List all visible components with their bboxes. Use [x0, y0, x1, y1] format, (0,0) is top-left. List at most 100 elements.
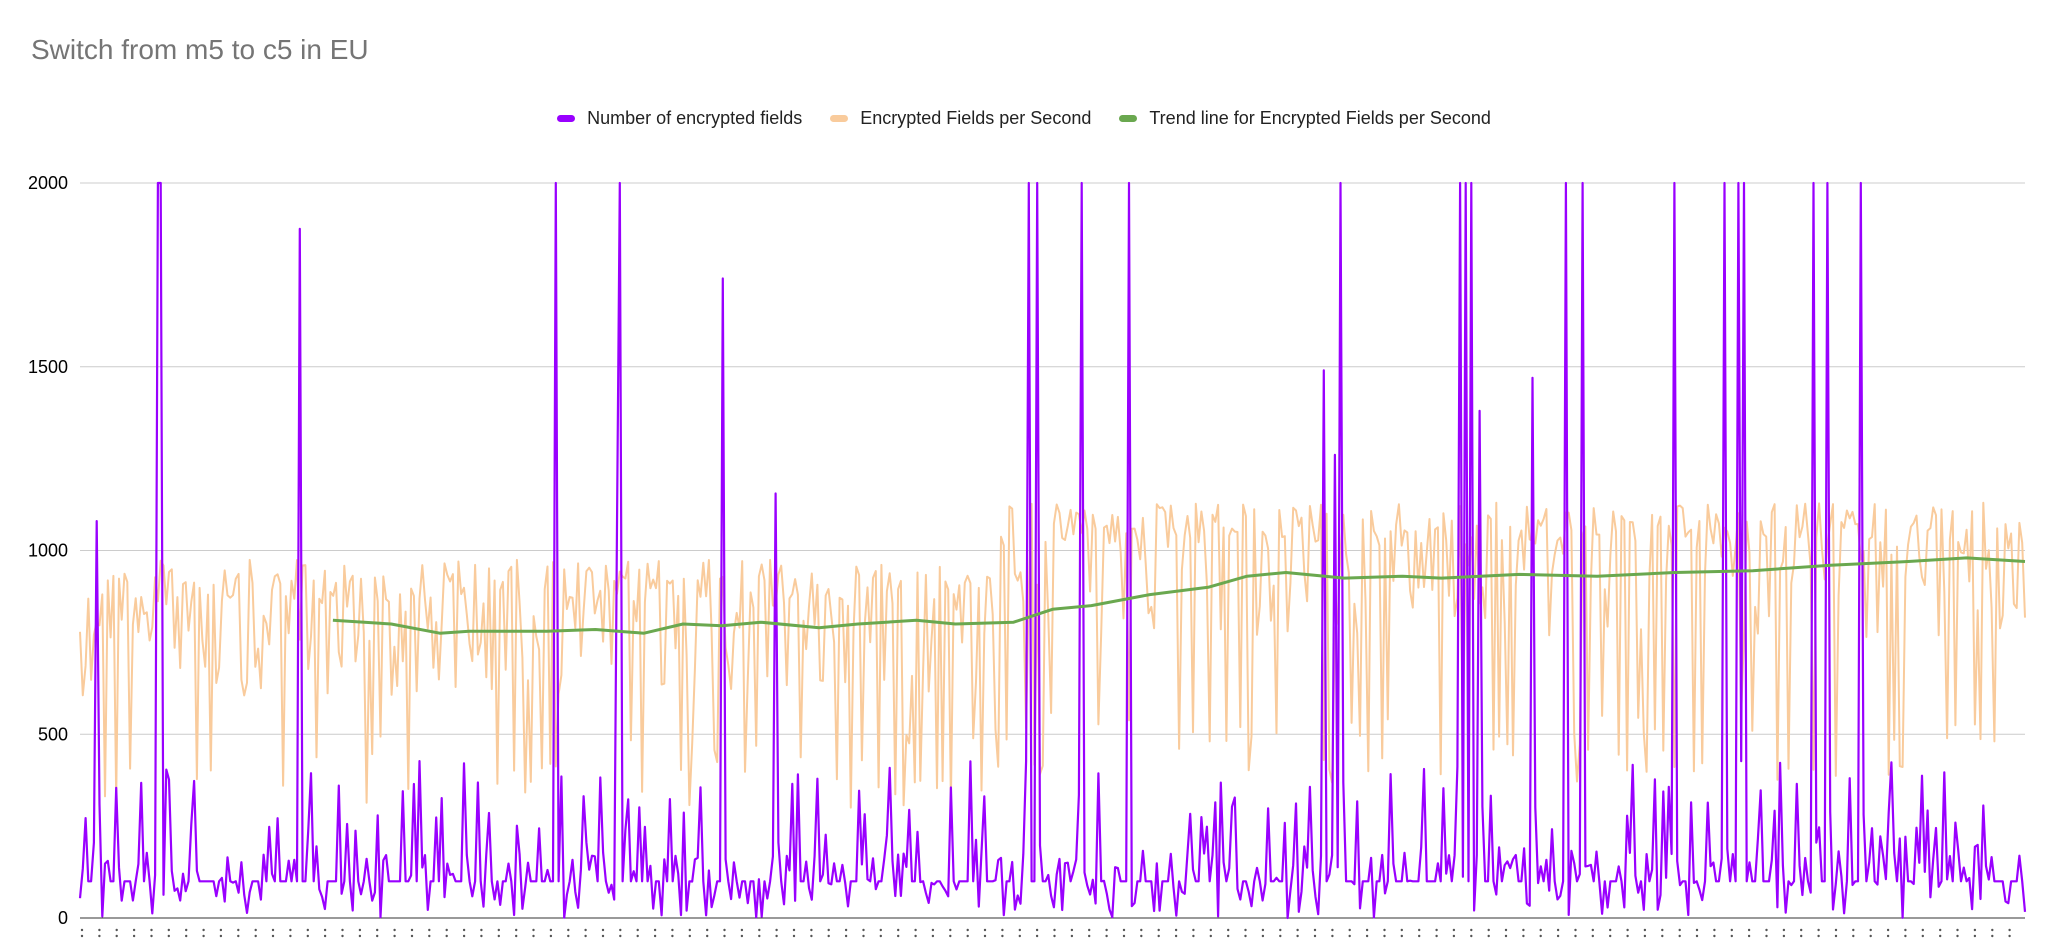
x-tick-mark: [202, 928, 205, 932]
x-tick-mark: [98, 934, 101, 938]
x-tick-mark: [688, 934, 691, 938]
x-tick-mark: [1782, 928, 1786, 932]
x-tick-mark: [497, 928, 500, 932]
x-tick-mark: [323, 928, 327, 932]
series-line-number-of-encrypted-fields: [78, 181, 2027, 920]
x-tick-mark: [150, 928, 153, 932]
x-tick-mark: [1730, 934, 1734, 938]
x-tick-mark: [271, 934, 275, 938]
x-tick-mark: [1713, 928, 1716, 932]
x-tick-mark: [1504, 934, 1508, 938]
x-tick-mark: [219, 934, 223, 938]
x-tick-mark: [688, 928, 691, 932]
x-tick-mark: [271, 928, 275, 932]
x-tick-mark: [758, 934, 761, 938]
legend-item-fields-per-second[interactable]: Encrypted Fields per Second: [830, 108, 1091, 129]
x-tick-mark: [653, 934, 657, 938]
x-tick-mark: [897, 928, 900, 932]
x-tick-mark: [98, 928, 101, 932]
x-tick-mark: [1591, 928, 1595, 932]
x-tick-mark: [1470, 928, 1473, 932]
x-tick-mark: [1418, 928, 1421, 932]
x-tick-mark: [1348, 928, 1351, 932]
x-tick-mark: [1122, 928, 1126, 932]
x-tick-mark: [1504, 928, 1508, 932]
x-tick-mark: [341, 928, 344, 932]
x-tick-mark: [289, 934, 292, 938]
x-tick-mark: [1574, 928, 1577, 932]
x-tick-mark: [1643, 934, 1647, 938]
x-tick-mark: [792, 934, 796, 938]
x-tick-mark: [1105, 928, 1108, 932]
x-tick-mark: [1365, 934, 1369, 938]
x-tick-mark: [1209, 934, 1213, 938]
x-tick-mark: [1174, 934, 1178, 938]
x-tick-mark: [810, 928, 813, 932]
x-tick-mark: [185, 928, 188, 932]
x-tick-mark: [1313, 934, 1317, 938]
x-tick-mark: [1400, 934, 1404, 938]
x-tick-mark: [237, 934, 240, 938]
x-tick-mark: [584, 934, 587, 938]
x-tick-mark: [862, 928, 865, 932]
x-tick-mark: [1765, 934, 1768, 938]
x-tick-mark: [619, 934, 622, 938]
x-tick-mark: [671, 928, 674, 932]
x-tick-mark: [1817, 934, 1820, 938]
x-tick-mark: [1956, 934, 1959, 938]
x-tick-mark: [1939, 934, 1942, 938]
x-tick-mark: [1574, 934, 1577, 938]
x-tick-mark: [1435, 928, 1438, 932]
x-tick-mark: [1070, 934, 1074, 938]
x-tick-mark: [983, 934, 987, 938]
x-tick-mark: [219, 928, 223, 932]
x-tick-mark: [1661, 934, 1664, 938]
x-tick-mark: [1261, 928, 1265, 932]
x-tick-mark: [567, 928, 570, 932]
x-tick-mark: [1296, 928, 1299, 932]
x-tick-mark: [1070, 928, 1074, 932]
x-tick-mark: [653, 928, 657, 932]
x-tick-mark: [1591, 934, 1595, 938]
x-tick-mark: [1157, 928, 1160, 932]
x-tick-mark: [1556, 928, 1560, 932]
x-tick-mark: [949, 928, 952, 932]
x-tick-mark: [1018, 934, 1021, 938]
x-tick-mark: [115, 934, 118, 938]
x-tick-mark: [1886, 934, 1890, 938]
x-tick-mark: [1626, 934, 1629, 938]
x-tick-mark: [601, 934, 605, 938]
legend-item-trend-line[interactable]: Trend line for Encrypted Fields per Seco…: [1119, 108, 1491, 129]
legend-swatch: [1119, 115, 1138, 122]
x-tick-mark: [167, 928, 170, 932]
legend-swatch: [830, 115, 849, 122]
x-tick-mark: [1470, 934, 1473, 938]
x-tick-mark: [1713, 934, 1716, 938]
legend-item-encrypted-fields[interactable]: Number of encrypted fields: [557, 108, 802, 129]
x-tick-mark: [1626, 928, 1629, 932]
x-tick-mark: [914, 928, 917, 932]
x-tick-mark: [1695, 928, 1699, 932]
x-tick-mark: [1244, 934, 1247, 938]
x-tick-mark: [1400, 928, 1404, 932]
x-tick-mark: [827, 934, 830, 938]
x-tick-mark: [1800, 934, 1803, 938]
x-tick-mark: [132, 928, 136, 932]
x-tick-mark: [1539, 934, 1542, 938]
series-line-trend: [332, 556, 2026, 635]
x-tick-mark: [341, 934, 344, 938]
x-tick-mark: [567, 934, 570, 938]
x-tick-mark: [323, 934, 327, 938]
x-tick-mark: [1192, 928, 1195, 932]
x-tick-mark: [931, 934, 935, 938]
x-tick-mark: [1035, 934, 1039, 938]
x-tick-mark: [1331, 934, 1334, 938]
x-tick-mark: [619, 928, 622, 932]
x-tick-mark: [1383, 934, 1386, 938]
x-tick-mark: [1782, 934, 1786, 938]
x-tick-mark: [480, 934, 483, 938]
x-tick-mark: [462, 928, 466, 932]
x-tick-mark: [1834, 928, 1838, 932]
x-tick-mark: [289, 928, 292, 932]
x-tick-mark: [792, 928, 796, 932]
